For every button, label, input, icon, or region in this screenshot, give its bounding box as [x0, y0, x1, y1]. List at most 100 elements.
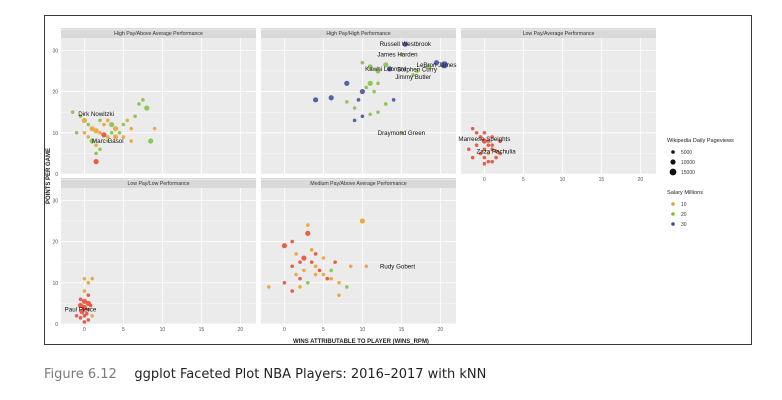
facet-title: High Pay/High Performance [326, 31, 390, 37]
player-label: Marreese Speights [458, 136, 510, 143]
data-point [384, 102, 388, 106]
player-label: LeBron James [417, 62, 457, 69]
data-point [387, 66, 393, 72]
data-point [86, 122, 91, 127]
data-point [433, 60, 440, 66]
x-tick-label: 20 [638, 177, 644, 183]
data-point [482, 130, 487, 135]
facet-strip [61, 28, 256, 38]
data-point [337, 280, 341, 285]
x-tick-label: 0 [83, 327, 86, 333]
data-point [490, 159, 495, 164]
data-point [298, 276, 302, 281]
data-point [486, 159, 491, 164]
data-point [78, 114, 83, 119]
data-point [313, 272, 318, 277]
x-tick-label: 15 [399, 327, 405, 333]
facet-panel [461, 38, 656, 174]
data-point [309, 248, 314, 252]
player-label: Stephen Curry [397, 67, 438, 74]
data-point [402, 41, 408, 47]
data-point [90, 276, 94, 281]
data-point [345, 285, 349, 289]
data-point [294, 272, 298, 277]
facet-title: Medium Pay/Above Average Performance [310, 181, 407, 187]
data-point [125, 118, 130, 123]
data-point [368, 112, 373, 117]
data-point [141, 98, 145, 102]
data-point [474, 143, 479, 147]
player-label: Marc Gasol [92, 138, 124, 145]
data-point [306, 280, 310, 285]
data-point [486, 151, 491, 156]
data-point [102, 122, 106, 127]
data-point [329, 268, 334, 273]
x-tick-label: 15 [599, 177, 605, 183]
data-point [486, 143, 491, 147]
data-point [137, 102, 141, 106]
data-point [482, 161, 487, 166]
x-tick-label: 15 [199, 327, 205, 333]
data-point [494, 155, 498, 160]
figure-number: Figure 6.12 [44, 367, 117, 382]
player-label: Russell Westbrook [380, 41, 432, 48]
data-point [89, 126, 95, 132]
x-tick-label: 20 [238, 327, 244, 333]
data-point [490, 143, 495, 147]
size-legend-label: 5000 [681, 150, 692, 156]
data-point [325, 276, 330, 281]
data-point [82, 130, 87, 135]
data-point [294, 252, 298, 256]
data-point [81, 304, 87, 311]
data-point [376, 81, 380, 86]
data-point [313, 264, 318, 269]
data-point [345, 100, 349, 104]
data-point [88, 303, 93, 308]
data-point [372, 89, 376, 94]
data-point [359, 218, 365, 224]
data-point [415, 69, 419, 73]
data-point [84, 311, 89, 316]
data-point [317, 268, 322, 273]
x-tick-label: 5 [522, 177, 525, 183]
data-point [367, 64, 373, 70]
y-tick-label: 20 [52, 240, 58, 246]
player-label: Jimmy Butler [395, 74, 431, 81]
data-point [106, 118, 110, 123]
facet-strip [461, 28, 656, 38]
data-point [121, 135, 126, 139]
x-tick-label: 0 [283, 327, 286, 333]
data-point [77, 302, 84, 309]
data-point [375, 68, 381, 74]
data-point [352, 118, 357, 123]
data-point [74, 313, 79, 318]
data-point [79, 309, 85, 315]
size-legend-label: 15000 [681, 170, 695, 176]
data-point [313, 97, 319, 103]
facet-panel [61, 188, 256, 324]
data-point [328, 95, 334, 101]
data-point [364, 264, 369, 269]
data-point [474, 130, 479, 135]
data-point [411, 73, 415, 77]
facet-title: Low Pay/Average Performance [523, 31, 595, 37]
data-point [329, 276, 334, 281]
data-point [344, 80, 350, 86]
data-point [481, 138, 487, 144]
y-tick-label: 10 [52, 281, 58, 287]
y-tick-label: 30 [52, 48, 58, 54]
data-point [290, 264, 294, 269]
y-axis-title: POINTS PER GAME [46, 148, 52, 204]
data-point [290, 289, 294, 293]
data-point [301, 255, 307, 261]
data-point [290, 239, 294, 244]
data-point [313, 252, 318, 256]
data-point [267, 285, 271, 289]
data-point [309, 260, 314, 264]
data-point [494, 149, 498, 154]
data-point [81, 298, 87, 304]
player-label: Zaza Pachulia [476, 148, 516, 155]
data-point [129, 139, 133, 143]
x-tick-label: 10 [560, 177, 566, 183]
data-point [152, 126, 157, 131]
